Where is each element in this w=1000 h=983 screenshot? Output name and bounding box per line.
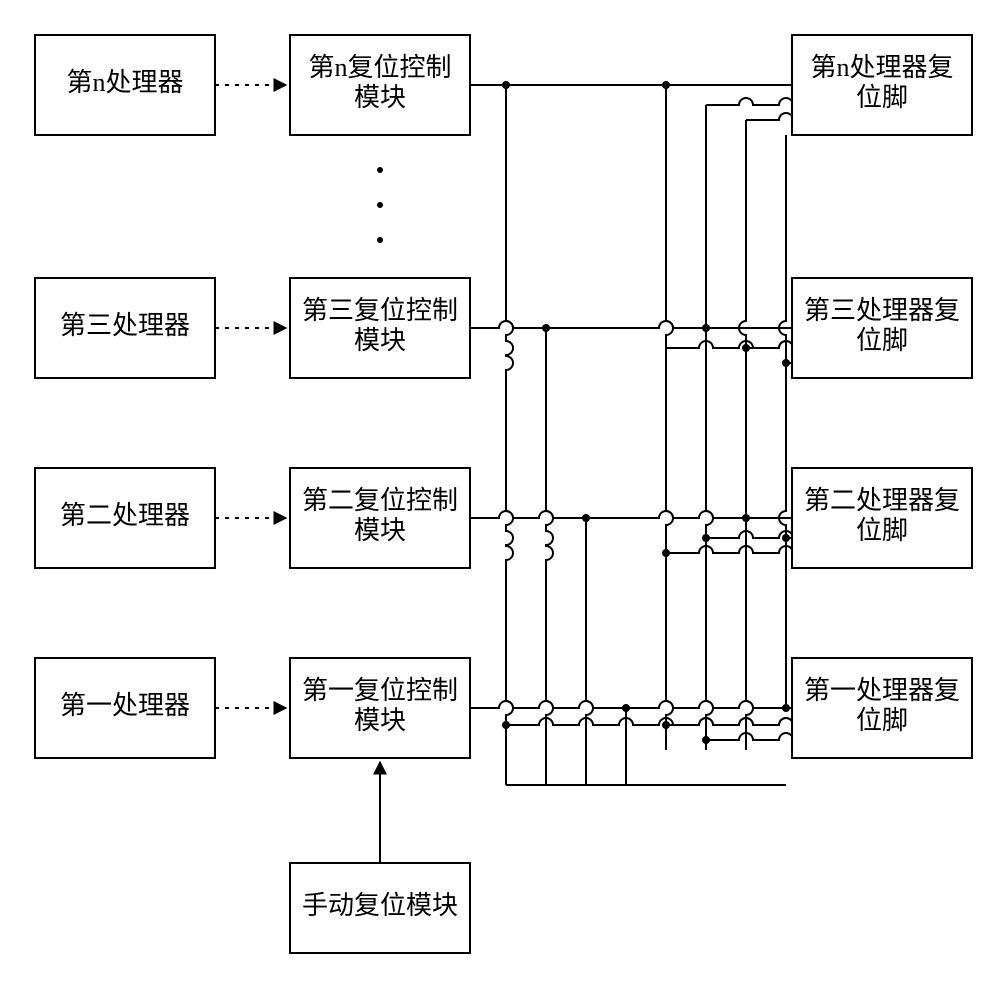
node-proc_3: 第三处理器 [35,278,215,378]
node-ctrl_1: 第一复位控制模块 [290,658,470,758]
node-label: 位脚 [856,706,908,735]
node-proc_2: 第二处理器 [35,468,215,568]
node-label: 位脚 [856,83,908,112]
node-rst_1: 第一处理器复位脚 [792,658,972,758]
node-label: 第n复位控制 [308,53,451,82]
node-ctrl_2: 第二复位控制模块 [290,468,470,568]
node-label: 模块 [354,326,406,355]
node-proc_1: 第一处理器 [35,658,215,758]
node-label: 位脚 [856,516,908,545]
node-label: 第一处理器 [60,691,190,720]
node-label: 第n处理器复 [810,53,953,82]
node-proc_n: 第n处理器 [35,35,215,135]
ellipsis-dot [377,167,383,173]
node-label: 手动复位模块 [302,891,458,920]
reset-diagram: 第n处理器第三处理器第二处理器第一处理器第n复位控制模块第三复位控制模块第二复位… [0,0,1000,983]
node-label: 模块 [354,706,406,735]
node-label: 第三处理器 [60,311,190,340]
node-ctrl_n: 第n复位控制模块 [290,35,470,135]
node-label: 第三复位控制 [302,296,458,325]
node-rst_2: 第二处理器复位脚 [792,468,972,568]
node-label: 第二复位控制 [302,486,458,515]
node-label: 模块 [354,83,406,112]
node-label: 模块 [354,516,406,545]
node-label: 位脚 [856,326,908,355]
node-label: 第二处理器 [60,501,190,530]
ellipsis-dot [377,202,383,208]
node-label: 第二处理器复 [804,486,960,515]
node-ctrl_3: 第三复位控制模块 [290,278,470,378]
node-label: 第n处理器 [66,68,183,97]
node-manual: 手动复位模块 [290,863,470,953]
node-label: 第一复位控制 [302,676,458,705]
node-label: 第一处理器复 [804,676,960,705]
node-rst_n: 第n处理器复位脚 [792,35,972,135]
node-label: 第三处理器复 [804,296,960,325]
boxes: 第n处理器第三处理器第二处理器第一处理器第n复位控制模块第三复位控制模块第二复位… [35,35,972,953]
ellipsis-dot [377,237,383,243]
node-rst_3: 第三处理器复位脚 [792,278,972,378]
